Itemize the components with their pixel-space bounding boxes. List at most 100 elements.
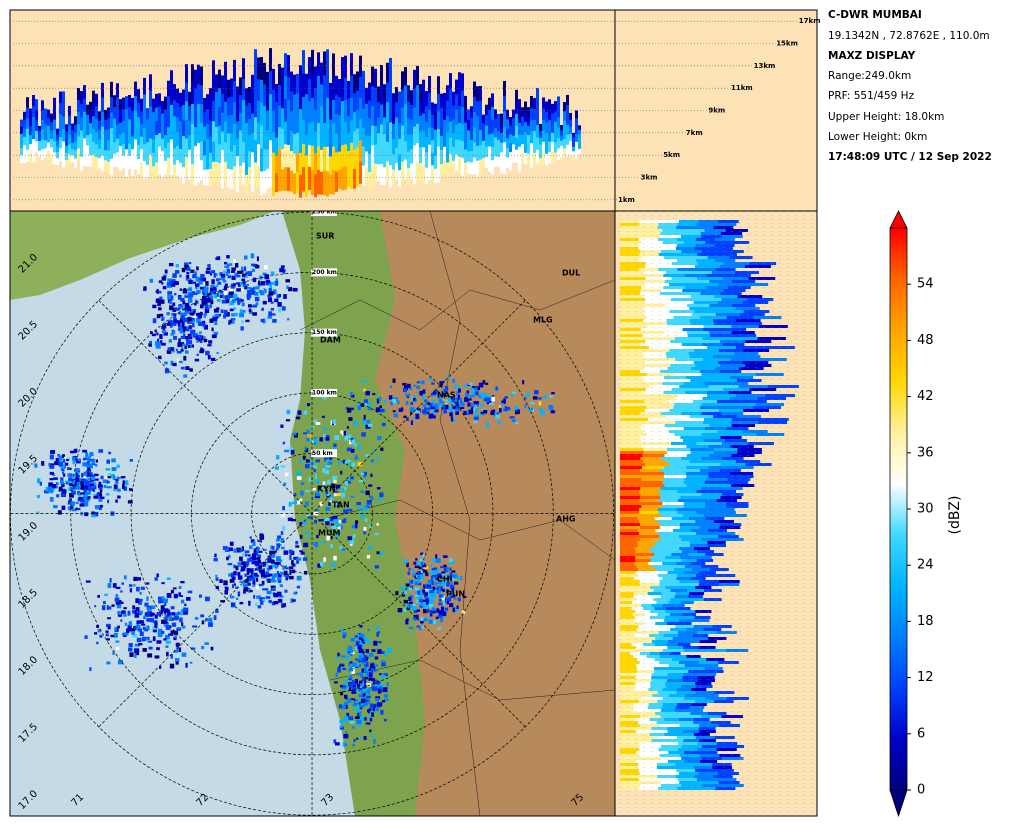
echo-cell (538, 401, 542, 406)
echo-cell (437, 615, 443, 618)
echo-cell (351, 665, 354, 669)
echo-row (620, 775, 640, 778)
echo-row (677, 499, 699, 502)
echo-cell (314, 544, 318, 548)
echo-column (356, 166, 359, 187)
echo-cell (275, 455, 280, 460)
echo-cell (283, 570, 288, 576)
echo-cell (123, 575, 127, 580)
echo-row (680, 235, 703, 238)
echo-column (461, 107, 464, 126)
echo-row (656, 766, 677, 769)
echo-cell (420, 552, 424, 556)
echo-column (380, 124, 383, 146)
echo-row (687, 334, 712, 337)
echo-cell (423, 584, 427, 589)
echo-column (359, 97, 362, 121)
echo-row (642, 475, 666, 478)
echo-column (251, 132, 254, 154)
echo-cell (420, 573, 423, 578)
echo-column (512, 118, 515, 128)
echo-row (638, 691, 659, 694)
echo-row (666, 379, 692, 382)
echo-row (620, 442, 647, 445)
echo-cell (74, 468, 80, 471)
echo-column (134, 139, 137, 155)
echo-cell (299, 534, 303, 539)
echo-column (554, 101, 557, 113)
echo-row (664, 472, 688, 475)
range-label: 100 km (312, 389, 337, 396)
echo-cell (407, 604, 412, 609)
echo-cell (350, 650, 354, 654)
echo-column (152, 125, 155, 141)
echo-cell (256, 256, 259, 262)
echo-cell (157, 632, 163, 638)
echo-cell (211, 270, 216, 274)
echo-cell (420, 380, 425, 385)
echo-row (620, 328, 642, 331)
echo-cell (161, 329, 167, 334)
echo-row (670, 589, 689, 592)
echo-column (89, 133, 92, 146)
info-text: Lower Height: 0km (828, 131, 927, 143)
echo-row (663, 286, 686, 289)
echo-column (323, 146, 326, 172)
echo-cell (414, 580, 418, 584)
echo-cell (292, 563, 296, 567)
echo-cell (432, 607, 435, 612)
echo-cell (239, 309, 243, 314)
echo-column (434, 129, 437, 144)
echo-cell (359, 736, 362, 740)
echo-cell (413, 606, 417, 611)
echo-column (311, 97, 314, 123)
echo-row (694, 733, 710, 736)
echo-cell (55, 482, 59, 486)
echo-cell (428, 586, 432, 589)
echo-column (362, 146, 365, 167)
echo-column (188, 164, 191, 180)
echo-row (728, 373, 757, 376)
echo-cell (158, 665, 162, 669)
right-echoes (620, 220, 799, 790)
echo-row (701, 538, 724, 541)
echo-cell (338, 460, 342, 465)
echo-column (62, 91, 65, 105)
echo-cell (234, 263, 239, 268)
echo-column (344, 55, 347, 79)
echo-cell (444, 607, 449, 611)
echo-cell (110, 634, 116, 638)
echo-row (620, 448, 645, 451)
echo-column (71, 142, 74, 151)
echo-cell (378, 641, 382, 644)
echo-cell (357, 659, 361, 663)
echo-column (236, 173, 239, 193)
echo-column (224, 61, 227, 83)
echo-row (635, 550, 652, 553)
echo-column (479, 144, 482, 161)
echo-cell (379, 683, 384, 687)
echo-cell (503, 398, 507, 404)
echo-cell (262, 272, 267, 276)
echo-cell (362, 686, 366, 689)
echo-column (323, 170, 326, 196)
echo-column (113, 130, 116, 144)
echo-cell (453, 581, 459, 585)
echo-column (389, 122, 392, 145)
echo-cell (134, 651, 140, 656)
echo-row (642, 466, 666, 469)
echo-cell (268, 590, 272, 595)
echo-row (708, 472, 732, 475)
echo-row (731, 454, 755, 457)
echo-column (578, 125, 581, 132)
echo-row (730, 466, 754, 469)
echo-cell (511, 419, 516, 423)
echo-cell (64, 456, 67, 459)
echo-row (639, 787, 660, 790)
echo-row (620, 748, 641, 751)
echo-cell (413, 416, 417, 420)
echo-cell (219, 277, 225, 281)
echo-column (440, 121, 443, 137)
echo-cell (499, 407, 502, 413)
echo-column (92, 103, 95, 118)
